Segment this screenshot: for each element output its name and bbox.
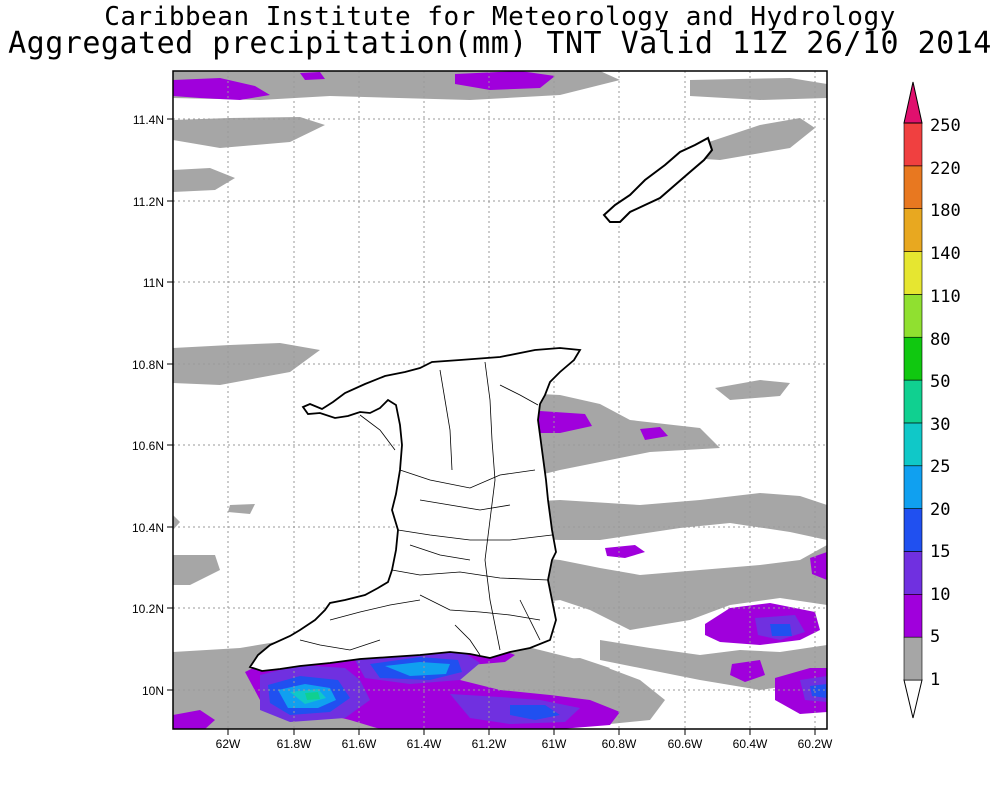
colorbar-label: 10 xyxy=(930,585,950,605)
colorbar-max-arrow xyxy=(903,81,923,124)
colorbar-segment xyxy=(903,508,923,552)
plot-frame xyxy=(172,70,828,730)
colorbar-label: 1 xyxy=(930,670,940,690)
colorbar-label: 220 xyxy=(930,159,961,179)
colorbar-segment xyxy=(903,208,923,252)
lat-label: 10.8N xyxy=(132,358,164,372)
colorbar-label: 80 xyxy=(930,330,950,350)
colorbar-segment xyxy=(903,465,923,509)
colorbar-label: 250 xyxy=(930,116,961,136)
latitude-labels: 11.4N 11.2N 11N 10.8N 10.6N 10.4N 10.2N … xyxy=(132,113,164,698)
colorbar-labels: 1 5 10 15 20 25 30 50 80 110 140 180 220… xyxy=(930,116,961,690)
lat-label: 10.4N xyxy=(132,521,164,535)
lon-label: 61.4W xyxy=(407,737,442,751)
lat-label: 10.6N xyxy=(132,439,164,453)
lon-label: 60.8W xyxy=(602,737,637,751)
lon-label: 61.2W xyxy=(472,737,507,751)
lon-label: 62W xyxy=(216,737,241,751)
lat-label: 11.4N xyxy=(133,113,164,127)
colorbar-label: 180 xyxy=(930,201,961,221)
colorbar-segment xyxy=(903,594,923,638)
colorbar-segment xyxy=(903,551,923,595)
lat-label: 11.2N xyxy=(133,195,164,209)
colorbar-segment xyxy=(903,251,923,295)
lat-label: 11N xyxy=(143,276,164,290)
colorbar-label: 30 xyxy=(930,415,950,435)
longitude-labels: 62W 61.8W 61.6W 61.4W 61.2W 61W 60.8W 60… xyxy=(216,737,833,751)
colorbar-segment xyxy=(903,636,923,681)
colorbar-label: 110 xyxy=(930,287,961,307)
institute-title: Caribbean Institute for Meteorology and … xyxy=(104,2,896,32)
lon-label: 61.8W xyxy=(277,737,312,751)
lon-label: 60.6W xyxy=(668,737,703,751)
lon-label: 61.6W xyxy=(342,737,377,751)
colorbar-label: 5 xyxy=(930,627,940,647)
tobago-island xyxy=(602,136,714,223)
colorbar-segments xyxy=(903,81,923,719)
colorbar-label: 15 xyxy=(930,542,950,562)
colorbar-label: 25 xyxy=(930,457,950,477)
precip-30-50mm-areas xyxy=(305,692,320,700)
lon-label: 60.2W xyxy=(798,737,833,751)
colorbar-min-arrow xyxy=(903,679,923,719)
colorbar-segment xyxy=(903,122,923,167)
colorbar-segment xyxy=(903,379,923,424)
lon-label: 61W xyxy=(542,737,567,751)
colorbar-label: 50 xyxy=(930,372,950,392)
colorbar-segment xyxy=(903,294,923,338)
island-outlines xyxy=(248,136,714,672)
map-title: Aggregated precipitation(mm) TNT Valid 1… xyxy=(8,26,992,61)
lat-label: 10.2N xyxy=(132,602,164,616)
colorbar-segment xyxy=(903,165,923,209)
lon-label: 60.4W xyxy=(733,737,768,751)
colorbar-label: 20 xyxy=(930,500,950,520)
colorbar: 1 5 10 15 20 25 30 50 80 110 140 180 220… xyxy=(903,81,961,719)
tick-marks xyxy=(167,118,816,735)
colorbar-label: 140 xyxy=(930,244,961,264)
colorbar-segment xyxy=(903,336,923,381)
lat-label: 10N xyxy=(142,684,164,698)
colorbar-segment xyxy=(903,422,923,467)
